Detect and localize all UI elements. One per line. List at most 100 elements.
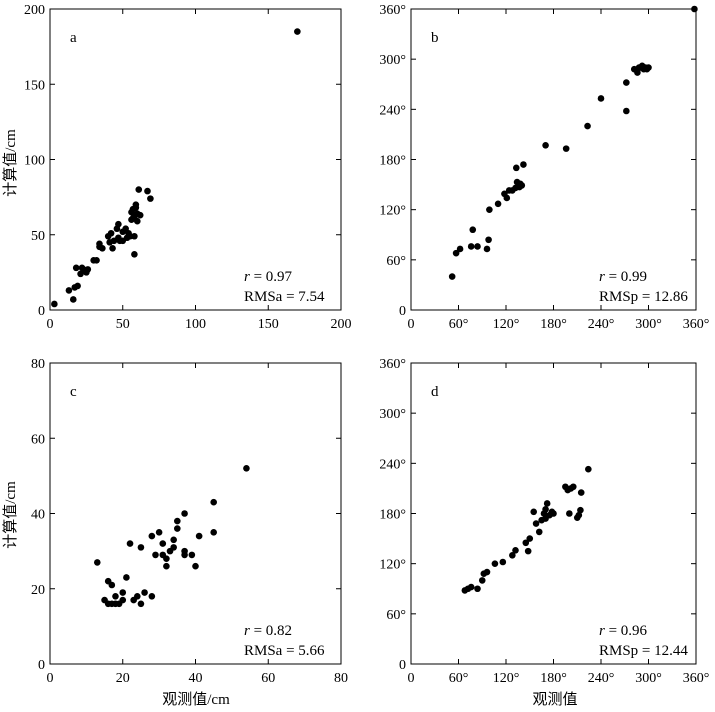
data-point-c [137,600,145,608]
data-point-b [691,5,698,13]
data-point-c [148,532,156,540]
data-point-d [512,546,519,554]
data-point-c [192,562,199,570]
x-tick-label-c: 80 [334,671,348,686]
data-point-d [535,528,543,536]
data-point-a [99,244,106,252]
y-tick-label-c: 0 [38,658,45,673]
data-point-c [170,544,177,551]
data-point-c [195,532,203,540]
data-point-a [72,264,80,272]
plot-frame-b [410,8,697,311]
data-point-a [84,266,92,273]
data-point-b [494,200,502,208]
x-tick-label-a: 200 [331,317,352,332]
data-point-a [69,296,77,303]
data-point-b [474,243,481,250]
data-point-d [499,558,507,566]
y-tick-label-a: 200 [24,3,45,18]
data-point-d [474,585,481,593]
y-tick-label-a: 0 [38,304,45,319]
data-point-a [144,187,151,195]
rms-value-a: RMSa = 7.54 [244,289,325,305]
y-tick-label-b: 240° [379,103,406,118]
data-point-d [509,552,516,559]
x-tick-label-c: 60 [261,671,275,686]
r-number-b: = 0.99 [605,269,647,285]
data-point-a [136,211,144,219]
panel-label-d: d [431,384,439,400]
y-tick-label-b: 60° [386,254,406,269]
x-tick-label-d: 360° [683,671,710,686]
data-point-a [131,251,138,258]
y-tick-label-d: 240° [379,457,406,472]
data-point-c [108,581,116,589]
r-number-a: = 0.97 [250,269,293,285]
panel-label-b: b [431,30,439,46]
r-symbol-b: r [599,269,605,285]
y-tick-label-a: 150 [24,78,45,93]
x-axis-label-c: 观测值/cm [162,691,230,708]
y-tick-label-c: 20 [31,583,45,598]
x-tick-label-b: 60° [449,317,469,332]
data-point-c [170,536,177,544]
r-symbol-c: r [244,623,250,639]
data-point-c [188,551,196,559]
x-tick-label-d: 60° [449,671,469,686]
data-point-b [483,245,491,253]
data-point-b [485,236,492,244]
r-value-b: r = 0.99 [599,269,647,285]
data-point-b [467,243,475,250]
data-point-d [542,506,549,513]
x-axis-label-d: 观测值 [532,691,577,708]
data-point-c [141,589,148,596]
data-point-a [109,244,116,252]
x-tick-label-c: 20 [116,671,130,686]
rms-value-b: RMSp = 12.86 [599,289,688,305]
data-point-d [522,539,530,547]
x-tick-label-d: 120° [493,671,520,686]
data-point-d [524,547,532,555]
data-point-d [532,520,540,527]
x-tick-label-c: 40 [189,671,203,686]
panel-label-c: c [70,384,77,400]
y-tick-label-d: 120° [379,558,406,573]
r-value-d: r = 0.96 [599,623,648,639]
data-point-b [623,79,630,86]
data-point-d [577,489,585,496]
data-point-a [131,232,138,240]
data-point-a [74,282,81,290]
data-point-a [93,257,100,264]
data-point-d [566,510,573,517]
y-tick-label-d: 300° [379,407,406,422]
x-tick-label-d: 300° [635,671,662,686]
y-tick-label-c: 40 [31,508,45,523]
data-point-c [155,529,163,536]
plot-frame-a [49,8,342,311]
data-point-a [115,220,122,228]
data-point-d [478,577,486,584]
x-tick-label-b: 180° [540,317,567,332]
y-tick-label-c: 80 [31,357,45,372]
rms-value-d: RMSp = 12.44 [599,643,688,659]
x-tick-label-b: 240° [588,317,615,332]
data-point-d [569,483,577,491]
data-point-b [520,161,527,168]
panel-b: 0 60° 120° 180° 240° 300° 360° 0 60° 120° 180° 240°… [379,3,709,332]
data-point-b [448,273,456,280]
data-point-a [135,186,143,193]
rms-value-c: RMSa = 5.66 [244,643,325,659]
data-point-d [483,568,491,576]
data-point-c [148,592,156,600]
x-tick-label-a: 150 [258,317,279,332]
data-point-a [132,201,140,208]
panel-label-a: a [70,30,77,46]
data-point-b [645,64,652,71]
r-value-a: r = 0.97 [244,269,293,285]
panel-a: 0 50 100 150 200 0 50 100 150 200 a r = 0.97 RMSa = … [24,3,352,332]
data-point-c [159,540,167,547]
data-point-c [181,547,188,555]
y-tick-label-a: 100 [24,154,45,169]
y-tick-label-b: 360° [379,3,406,18]
data-point-d [530,508,538,516]
